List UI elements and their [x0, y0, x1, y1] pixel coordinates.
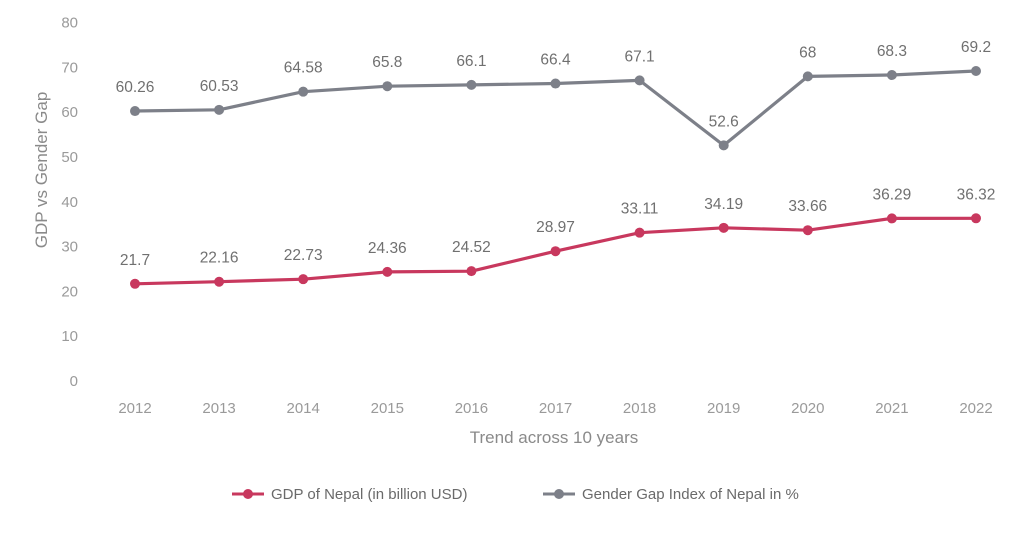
- x-tick-label: 2012: [118, 400, 151, 417]
- data-label: 22.73: [284, 247, 323, 264]
- data-point[interactable]: [298, 86, 309, 97]
- data-point[interactable]: [634, 75, 645, 86]
- data-point[interactable]: [466, 266, 477, 277]
- y-tick-label: 80: [61, 15, 78, 32]
- data-point[interactable]: [130, 106, 140, 117]
- data-point[interactable]: [382, 81, 393, 92]
- data-point[interactable]: [718, 140, 729, 151]
- legend-label-gdp: GDP of Nepal (in billion USD): [271, 486, 467, 503]
- x-tick-label: 2021: [875, 400, 908, 417]
- x-axis-title: Trend across 10 years: [470, 428, 639, 447]
- data-label: 66.4: [540, 52, 571, 69]
- data-label: 60.26: [116, 79, 155, 96]
- x-axis-ticks: 2012 2013 2014 2015 2016 2017 2018 2019 2020 2021…: [118, 400, 992, 417]
- data-point[interactable]: [886, 70, 897, 81]
- data-label: 22.16: [200, 250, 239, 267]
- legend-item-gdp[interactable]: GDP of Nepal (in billion USD): [232, 486, 467, 503]
- data-label: 33.66: [788, 198, 827, 215]
- data-label: 69.2: [961, 39, 991, 56]
- legend: GDP of Nepal (in billion USD) Gender Gap…: [232, 486, 799, 503]
- data-label: 34.19: [704, 196, 743, 213]
- y-tick-label: 60: [61, 104, 78, 121]
- data-point[interactable]: [298, 274, 309, 285]
- x-tick-label: 2020: [791, 400, 824, 417]
- data-label: 52.6: [709, 113, 739, 130]
- data-point[interactable]: [634, 227, 645, 238]
- data-label: 36.29: [873, 186, 912, 203]
- data-point[interactable]: [971, 213, 981, 224]
- data-label: 24.36: [368, 240, 407, 257]
- y-tick-label: 70: [61, 59, 78, 76]
- data-label: 36.32: [957, 186, 996, 203]
- data-point[interactable]: [550, 246, 561, 257]
- y-axis-ticks: 0 10 20 30 40 50 60 70 80: [61, 15, 78, 390]
- series-layer: [130, 65, 981, 289]
- data-label: 65.8: [372, 54, 402, 71]
- legend-label-gender-gap: Gender Gap Index of Nepal in %: [582, 486, 799, 503]
- y-axis-title: GDP vs Gender Gap: [32, 92, 51, 249]
- x-tick-label: 2015: [371, 400, 404, 417]
- data-point[interactable]: [802, 71, 813, 82]
- legend-swatch-marker: [554, 489, 564, 499]
- y-tick-label: 30: [61, 239, 78, 256]
- data-point[interactable]: [971, 65, 981, 76]
- y-tick-label: 10: [61, 328, 78, 345]
- y-tick-label: 40: [61, 194, 78, 211]
- legend-item-gender-gap[interactable]: Gender Gap Index of Nepal in %: [543, 486, 799, 503]
- data-point[interactable]: [718, 222, 729, 233]
- x-tick-label: 2017: [539, 400, 572, 417]
- x-tick-label: 2013: [202, 400, 235, 417]
- data-label: 28.97: [536, 219, 575, 236]
- x-tick-label: 2019: [707, 400, 740, 417]
- data-point[interactable]: [886, 213, 897, 224]
- data-label: 67.1: [625, 48, 655, 65]
- data-label: 21.7: [120, 252, 150, 269]
- data-point[interactable]: [802, 225, 813, 236]
- data-point[interactable]: [214, 276, 225, 287]
- y-tick-label: 0: [70, 373, 78, 390]
- data-point[interactable]: [466, 79, 477, 90]
- data-label: 33.11: [621, 201, 659, 218]
- data-label: 68.3: [877, 43, 907, 60]
- y-tick-label: 50: [61, 149, 78, 166]
- x-tick-label: 2018: [623, 400, 656, 417]
- data-labels: 21.7 22.16 22.73 24.36 24.52 28.97 33.11 34.19 3…: [116, 39, 996, 269]
- data-label: 68: [799, 44, 816, 61]
- x-tick-label: 2022: [959, 400, 992, 417]
- data-label: 24.52: [452, 239, 491, 256]
- x-tick-label: 2014: [287, 400, 320, 417]
- x-tick-label: 2016: [455, 400, 488, 417]
- y-tick-label: 20: [61, 283, 78, 300]
- data-point[interactable]: [214, 104, 225, 115]
- data-point[interactable]: [382, 266, 393, 277]
- data-label: 64.58: [284, 60, 323, 77]
- data-label: 66.1: [456, 53, 486, 70]
- legend-swatch-marker: [243, 489, 253, 499]
- data-point[interactable]: [550, 78, 561, 89]
- data-point[interactable]: [130, 278, 140, 289]
- data-label: 60.53: [200, 78, 239, 95]
